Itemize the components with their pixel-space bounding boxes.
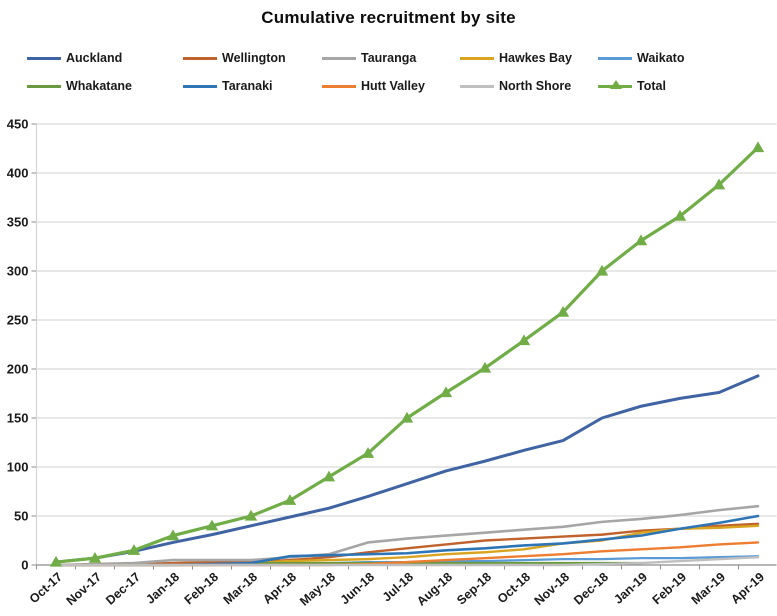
legend-label: Wellington bbox=[222, 51, 286, 65]
legend-row: Auckland Wellington Tauranga Hawkes Bay Waik… bbox=[0, 48, 777, 68]
total-triangle-marker bbox=[322, 470, 336, 482]
series-line-wellington bbox=[54, 522, 760, 567]
legend-label: Waikato bbox=[637, 51, 685, 65]
legend-line-swatch bbox=[322, 84, 356, 88]
legend-line-swatch bbox=[183, 84, 217, 88]
series-line-total bbox=[54, 145, 760, 564]
total-triangle-marker bbox=[556, 305, 570, 317]
x-axis-tick-label: Feb-18 bbox=[182, 570, 221, 607]
legend-item-wellington: Wellington bbox=[183, 48, 286, 68]
series-line-tauranga bbox=[54, 504, 760, 567]
legend-line-swatch bbox=[27, 56, 61, 60]
total-triangle-marker bbox=[400, 411, 414, 423]
legend-row: Whakatane Taranaki Hutt Valley North Shore T… bbox=[0, 76, 777, 96]
y-axis-tick-label: 250 bbox=[7, 313, 29, 328]
total-triangle-marker bbox=[712, 178, 726, 190]
total-triangle-marker bbox=[634, 234, 648, 246]
legend-item-hutt-valley: Hutt Valley bbox=[322, 76, 425, 96]
series-line-auckland bbox=[54, 374, 760, 564]
x-axis-tick-label: Jan-18 bbox=[143, 570, 182, 607]
legend-line-swatch bbox=[598, 56, 632, 60]
legend-item-total: Total bbox=[598, 76, 666, 96]
x-axis-tick-label: Jun-18 bbox=[338, 570, 377, 607]
x-axis-tick-label: Nov-17 bbox=[64, 570, 104, 608]
legend-label: North Shore bbox=[499, 79, 572, 93]
y-axis-tick-label: 200 bbox=[7, 362, 29, 377]
x-axis-tick-label: Mar-18 bbox=[221, 570, 260, 607]
x-axis-tick-label: Dec-18 bbox=[571, 570, 611, 608]
legend-label: Total bbox=[637, 79, 666, 93]
y-axis-tick-label: 350 bbox=[7, 215, 29, 230]
x-axis-tick-label: Jul-18 bbox=[380, 570, 416, 605]
x-axis-tick-label: Apr-18 bbox=[260, 570, 299, 607]
legend-line-swatch bbox=[460, 84, 494, 88]
total-triangle-marker bbox=[244, 509, 258, 521]
total-triangle-marker bbox=[478, 361, 492, 373]
chart-title: Cumulative recruitment by site bbox=[261, 8, 516, 27]
x-axis-tick-label: Feb-19 bbox=[650, 570, 689, 607]
total-triangle-marker bbox=[517, 334, 531, 346]
total-triangle-marker bbox=[283, 494, 297, 505]
legend-line-swatch bbox=[322, 56, 356, 60]
legend-item-whakatane: Whakatane bbox=[27, 76, 132, 96]
total-triangle-marker bbox=[127, 544, 141, 555]
total-triangle-marker bbox=[751, 141, 765, 153]
legend-line-swatch bbox=[460, 56, 494, 60]
x-axis-tick-label: Apr-19 bbox=[728, 570, 767, 607]
total-triangle-marker bbox=[361, 447, 375, 458]
total-triangle-marker bbox=[166, 529, 180, 541]
x-axis-tick-label: Oct-17 bbox=[27, 570, 65, 606]
legend-item-north-shore: North Shore bbox=[460, 76, 571, 96]
x-axis-tick-label: May-18 bbox=[297, 570, 338, 609]
series-line-north-shore bbox=[54, 555, 760, 567]
legend-item-waikato: Waikato bbox=[598, 48, 684, 68]
x-axis-tick-label: Dec-17 bbox=[103, 570, 143, 608]
y-axis-tick-label: 400 bbox=[7, 166, 29, 181]
legend-item-taranaki: Taranaki bbox=[183, 76, 273, 96]
legend-label: Taranaki bbox=[222, 79, 273, 93]
legend-line-swatch bbox=[183, 56, 217, 60]
x-axis-tick-label: Oct-18 bbox=[495, 570, 533, 606]
triangle-marker-icon bbox=[610, 79, 622, 89]
y-axis-tick-label: 300 bbox=[7, 264, 29, 279]
legend-item-hawkes-bay: Hawkes Bay bbox=[460, 48, 572, 68]
legend-line-swatch bbox=[27, 84, 61, 88]
y-axis-tick-label: 50 bbox=[14, 509, 28, 524]
total-triangle-marker bbox=[595, 264, 609, 276]
legend-item-tauranga: Tauranga bbox=[322, 48, 416, 68]
legend-line-swatch bbox=[598, 79, 632, 89]
total-triangle-marker bbox=[673, 209, 687, 221]
total-triangle-marker bbox=[205, 519, 219, 531]
legend-label: Whakatane bbox=[66, 79, 132, 93]
x-axis-tick-label: Aug-18 bbox=[414, 570, 455, 609]
x-axis-tick-label: Mar-19 bbox=[689, 570, 728, 607]
x-axis-tick-label: Sep-18 bbox=[454, 570, 494, 608]
y-axis-tick-label: 450 bbox=[7, 117, 29, 132]
y-axis-tick-label: 150 bbox=[7, 411, 29, 426]
total-triangle-marker bbox=[439, 386, 453, 398]
legend-label: Hawkes Bay bbox=[499, 51, 572, 65]
legend-item-auckland: Auckland bbox=[27, 48, 122, 68]
legend-label: Hutt Valley bbox=[361, 79, 425, 93]
legend-label: Tauranga bbox=[361, 51, 417, 65]
y-axis-tick-label: 0 bbox=[21, 558, 28, 573]
x-axis-tick-label: Nov-18 bbox=[532, 570, 572, 608]
x-axis-tick-label: Jan-19 bbox=[611, 570, 650, 607]
y-axis-tick-label: 100 bbox=[7, 460, 29, 475]
total-triangle-marker bbox=[49, 555, 63, 567]
legend-label: Auckland bbox=[66, 51, 123, 65]
total-triangle-marker bbox=[88, 551, 102, 563]
